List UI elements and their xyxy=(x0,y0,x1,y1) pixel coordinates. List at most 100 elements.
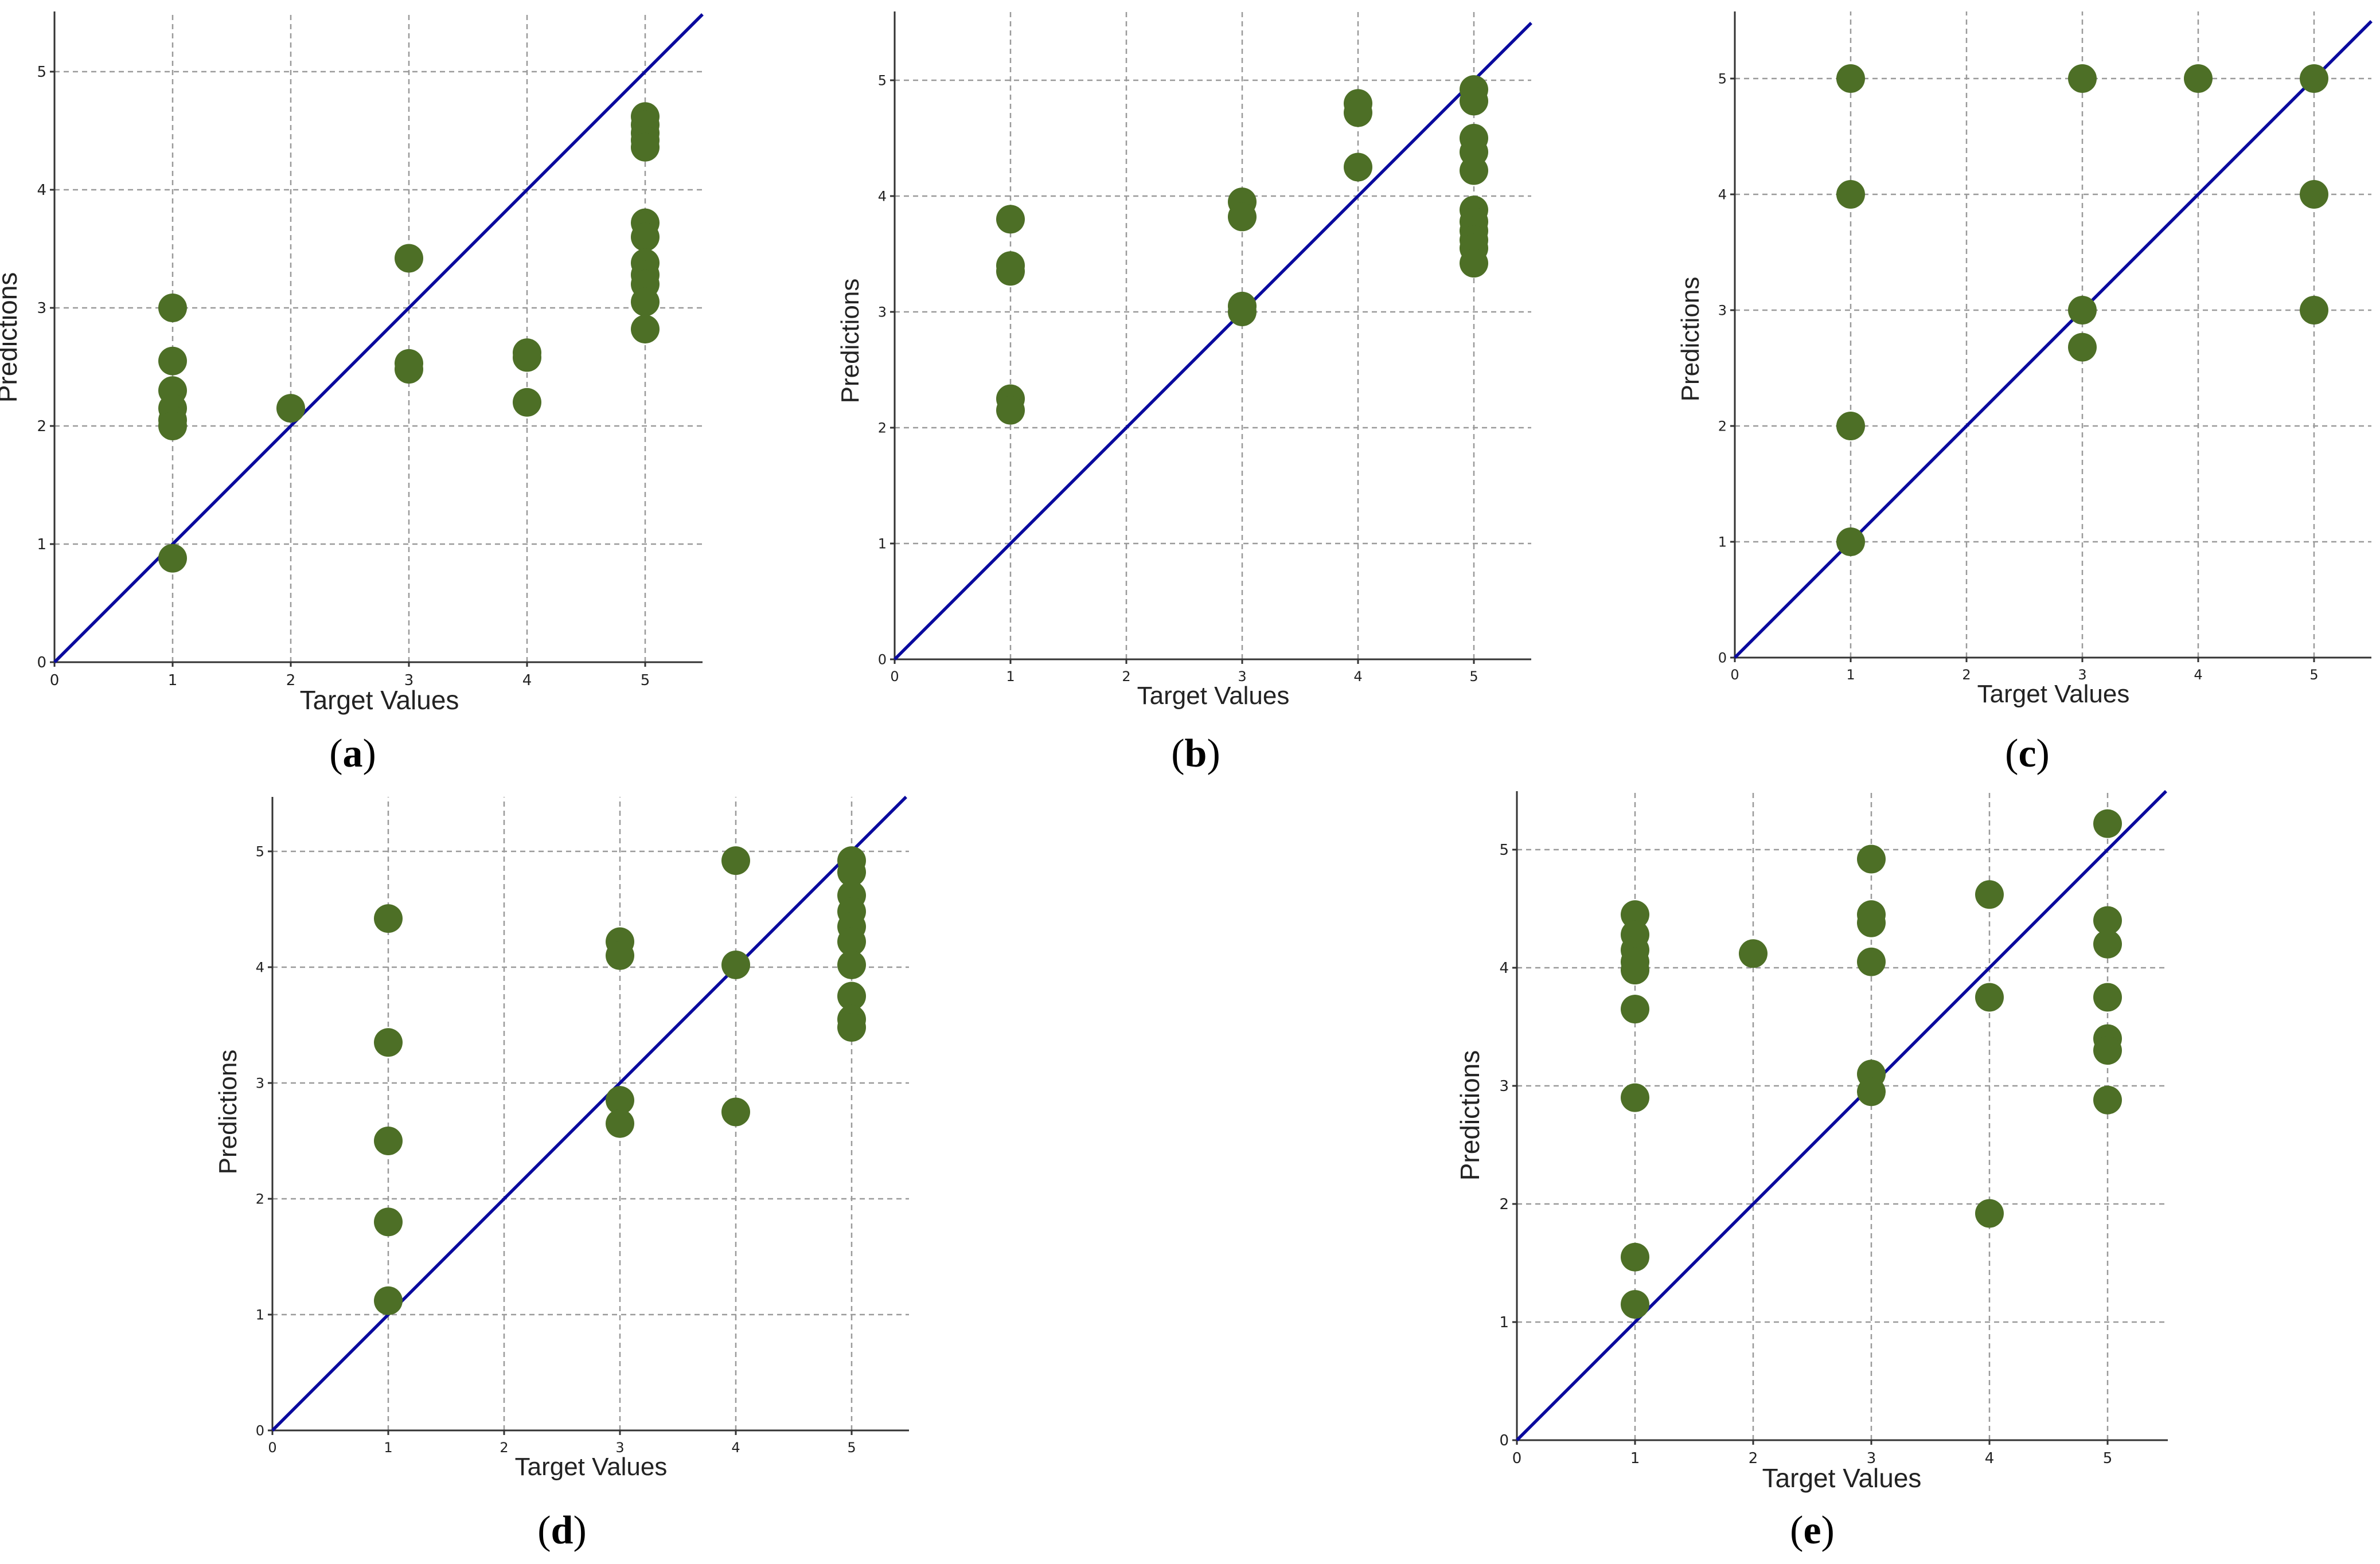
data-point xyxy=(631,132,660,162)
data-point xyxy=(1228,298,1257,326)
y-tick-label: 0 xyxy=(256,1422,264,1438)
y-tick-label: 0 xyxy=(1499,1432,1509,1449)
y-tick-label: 2 xyxy=(1499,1196,1509,1213)
x-tick-label: 1 xyxy=(384,1440,392,1456)
y-axis-title: Predictions xyxy=(836,279,864,404)
data-point xyxy=(837,1013,866,1042)
x-axis-title: Target Values xyxy=(1762,1463,1922,1493)
y-tick-label: 2 xyxy=(256,1191,264,1207)
x-tick-label: 3 xyxy=(2078,667,2086,683)
y-tick-label: 4 xyxy=(256,959,264,975)
data-point xyxy=(2093,1036,2122,1065)
data-point xyxy=(996,205,1025,234)
data-point xyxy=(996,396,1025,425)
data-point xyxy=(1836,64,1865,93)
y-tick-label: 4 xyxy=(1499,960,1509,977)
x-tick-label: 3 xyxy=(1238,668,1246,685)
y-tick-label: 1 xyxy=(256,1307,264,1323)
y-tick-label: 2 xyxy=(878,420,887,436)
y-tick-label: 5 xyxy=(1499,842,1509,859)
data-point xyxy=(158,346,187,376)
data-point xyxy=(1836,412,1865,440)
y-tick-label: 3 xyxy=(1499,1078,1509,1095)
data-point xyxy=(1975,1199,2004,1228)
data-point xyxy=(395,355,423,384)
y-tick-label: 5 xyxy=(37,64,46,81)
data-point xyxy=(837,927,866,956)
y-tick-label: 5 xyxy=(878,72,887,88)
data-point xyxy=(276,394,305,423)
data-point xyxy=(2300,64,2328,93)
y-tick-label: 2 xyxy=(37,418,46,435)
data-point xyxy=(1857,908,1886,937)
data-point xyxy=(1621,1242,1649,1272)
y-axis-title: Predictions xyxy=(1676,277,1704,402)
y-tick-label: 1 xyxy=(878,535,887,552)
data-point xyxy=(1857,947,1886,976)
y-tick-label: 0 xyxy=(1718,650,1727,666)
x-tick-label: 5 xyxy=(2309,667,2318,683)
caption-c-letter: c xyxy=(2018,732,2036,776)
caption-b: (b) xyxy=(1171,732,1220,776)
x-tick-label: 0 xyxy=(268,1440,276,1456)
data-point xyxy=(1857,844,1886,874)
data-point xyxy=(1836,180,1865,209)
x-axis-title: Target Values xyxy=(1137,682,1290,710)
x-tick-label: 4 xyxy=(2194,667,2202,683)
x-tick-label: 4 xyxy=(1985,1450,1995,1467)
x-tick-label: 2 xyxy=(1122,668,1130,685)
x-tick-label: 4 xyxy=(731,1440,740,1456)
x-tick-label: 0 xyxy=(1730,667,1739,683)
caption-e: (e) xyxy=(1790,1508,1835,1553)
y-tick-label: 0 xyxy=(878,651,887,667)
x-tick-label: 3 xyxy=(615,1440,624,1456)
data-point xyxy=(721,846,750,875)
y-tick-label: 2 xyxy=(1718,418,1727,434)
data-point xyxy=(1975,880,2004,909)
x-tick-label: 0 xyxy=(1512,1450,1522,1467)
y-tick-label: 5 xyxy=(256,843,264,859)
data-point xyxy=(395,244,423,273)
data-point xyxy=(2184,64,2213,93)
y-tick-label: 3 xyxy=(37,300,46,317)
data-point xyxy=(2068,333,2097,362)
data-point xyxy=(1621,956,1649,985)
x-tick-label: 0 xyxy=(890,668,899,685)
x-tick-label: 2 xyxy=(286,672,296,689)
x-tick-label: 1 xyxy=(1006,668,1015,685)
y-tick-label: 4 xyxy=(1718,186,1727,202)
data-point xyxy=(721,1097,750,1127)
y-tick-label: 3 xyxy=(1718,302,1727,318)
data-point xyxy=(1621,1290,1649,1319)
data-point xyxy=(1621,1083,1649,1112)
y-axis-title: Predictions xyxy=(1455,1050,1485,1181)
data-point xyxy=(1460,249,1488,278)
caption-d-letter: d xyxy=(551,1508,573,1553)
data-point xyxy=(1739,939,1768,968)
x-tick-label: 4 xyxy=(522,672,532,689)
data-point xyxy=(2300,296,2328,324)
y-tick-label: 0 xyxy=(37,654,46,671)
data-point xyxy=(513,388,541,417)
x-tick-label: 2 xyxy=(1962,667,1971,683)
reference-line-y-equals-x xyxy=(894,22,1532,660)
data-point xyxy=(2093,1085,2122,1115)
data-point xyxy=(1975,983,2004,1012)
x-tick-label: 1 xyxy=(168,672,178,689)
x-axis-title: Target Values xyxy=(300,685,459,715)
data-point xyxy=(513,343,541,372)
data-point xyxy=(2093,929,2122,959)
x-axis-title: Target Values xyxy=(1977,680,2130,708)
x-axis-title: Target Values xyxy=(515,1453,668,1481)
caption-a: (a) xyxy=(329,732,376,776)
y-tick-label: 1 xyxy=(1499,1314,1509,1331)
x-tick-label: 3 xyxy=(1867,1450,1876,1467)
y-tick-label: 1 xyxy=(37,536,46,553)
data-point xyxy=(1460,87,1488,116)
x-tick-label: 5 xyxy=(2103,1450,2113,1467)
reference-line-y-equals-x xyxy=(271,796,907,1432)
y-tick-label: 1 xyxy=(1718,534,1727,550)
